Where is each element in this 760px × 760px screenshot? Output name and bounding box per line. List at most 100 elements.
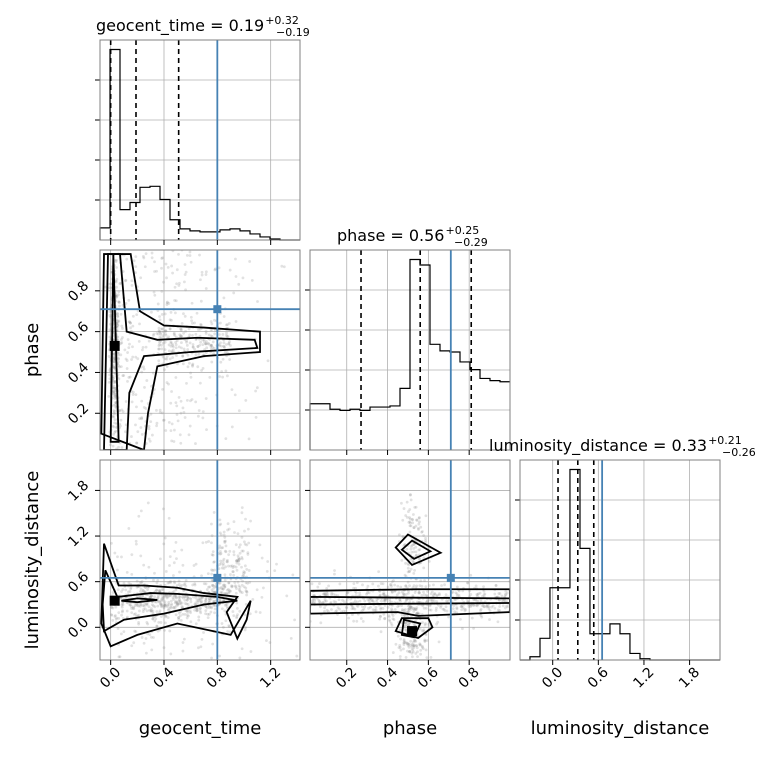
sample-point bbox=[455, 606, 459, 610]
sample-point bbox=[140, 399, 144, 403]
sample-point bbox=[459, 605, 463, 608]
sample-point bbox=[363, 605, 367, 609]
sample-point bbox=[111, 444, 115, 448]
sample-point bbox=[213, 600, 216, 603]
sample-point bbox=[246, 581, 250, 585]
sample-point bbox=[424, 585, 428, 589]
title-phase: phase = 0.56+0.25 bbox=[337, 224, 479, 245]
sample-point bbox=[191, 362, 195, 366]
sample-point bbox=[222, 345, 226, 349]
sample-point bbox=[163, 348, 167, 351]
sample-point bbox=[115, 335, 119, 339]
sample-point bbox=[333, 569, 336, 572]
axis-labels: geocent_time phase luminosity_distance p… bbox=[22, 323, 709, 739]
sample-point bbox=[128, 590, 132, 593]
sample-point bbox=[121, 327, 124, 330]
sample-point bbox=[116, 323, 120, 327]
sample-point bbox=[240, 591, 244, 594]
sample-point bbox=[186, 602, 190, 606]
sample-point bbox=[164, 262, 168, 266]
sample-point bbox=[402, 638, 406, 641]
sample-point bbox=[180, 583, 184, 587]
sample-point bbox=[121, 603, 125, 607]
sample-point bbox=[335, 609, 339, 613]
y-tick-label-phase-2: 0.6 bbox=[65, 319, 92, 346]
sample-point bbox=[112, 352, 116, 356]
sample-point bbox=[186, 353, 190, 357]
sample-point bbox=[140, 370, 144, 374]
y-tick-label-luminosity_distance-2: 1.2 bbox=[65, 523, 92, 550]
sample-point bbox=[191, 364, 194, 368]
sample-point bbox=[433, 592, 436, 596]
title-phase-minus: −0.29 bbox=[454, 236, 488, 249]
sample-point bbox=[235, 561, 239, 565]
x-tick-label-luminosity_distance-0: 0.0 bbox=[539, 664, 566, 691]
sample-point bbox=[146, 501, 150, 505]
sample-point bbox=[117, 364, 121, 367]
sample-point bbox=[180, 548, 184, 552]
sample-point bbox=[461, 627, 464, 631]
sample-point bbox=[378, 617, 382, 621]
sample-point bbox=[255, 588, 259, 592]
sample-point bbox=[192, 564, 196, 567]
sample-point bbox=[164, 594, 168, 598]
sample-point bbox=[204, 599, 208, 602]
sample-point bbox=[167, 602, 171, 606]
sample-point bbox=[240, 557, 244, 561]
sample-point bbox=[316, 585, 320, 589]
sample-point bbox=[248, 260, 252, 263]
sample-point bbox=[406, 644, 410, 647]
sample-point bbox=[354, 586, 357, 590]
sample-point bbox=[487, 607, 491, 611]
sample-point bbox=[403, 624, 407, 628]
sample-point bbox=[412, 560, 415, 564]
sample-point bbox=[221, 563, 225, 567]
sample-point bbox=[135, 603, 139, 607]
sample-point bbox=[414, 665, 417, 668]
sample-point bbox=[120, 324, 124, 328]
sample-point bbox=[249, 519, 252, 523]
sample-point bbox=[218, 654, 221, 658]
sample-point bbox=[134, 423, 137, 427]
sample-point bbox=[134, 265, 138, 269]
sample-point bbox=[227, 341, 231, 345]
sample-point bbox=[141, 345, 145, 349]
sample-point bbox=[209, 347, 213, 351]
histogram-frame-luminosity_distance bbox=[519, 459, 721, 661]
sample-point bbox=[121, 336, 124, 339]
sample-point bbox=[108, 335, 112, 339]
sample-point bbox=[204, 397, 208, 400]
sample-point bbox=[497, 598, 501, 602]
sample-point bbox=[122, 630, 126, 633]
sample-point bbox=[365, 592, 368, 596]
y-tick-label-phase-0: 0.2 bbox=[65, 400, 92, 427]
sample-point bbox=[356, 600, 360, 604]
sample-point bbox=[225, 350, 229, 354]
sample-point bbox=[408, 517, 412, 521]
sample-point bbox=[408, 493, 412, 497]
sample-point bbox=[199, 323, 203, 326]
sample-point bbox=[153, 619, 157, 623]
sample-point bbox=[225, 335, 229, 339]
sample-point bbox=[383, 617, 387, 621]
sample-point bbox=[148, 608, 151, 612]
sample-point bbox=[443, 583, 446, 587]
sample-point bbox=[161, 588, 165, 591]
sample-point bbox=[483, 605, 486, 609]
sample-point bbox=[400, 590, 404, 594]
sample-point bbox=[160, 588, 164, 592]
x-tick-label-geocent_time-2: 0.8 bbox=[204, 664, 231, 691]
sample-point bbox=[133, 604, 137, 608]
sample-point bbox=[112, 381, 116, 385]
sample-point bbox=[392, 579, 395, 583]
sample-point bbox=[117, 611, 121, 615]
sample-point bbox=[401, 677, 404, 680]
sample-point bbox=[494, 583, 498, 587]
sample-point bbox=[114, 451, 117, 454]
sample-point bbox=[505, 591, 509, 595]
sample-point bbox=[127, 376, 131, 379]
sample-point bbox=[235, 559, 238, 563]
sample-point bbox=[390, 584, 393, 588]
sample-point bbox=[120, 338, 123, 341]
sample-point bbox=[112, 360, 116, 364]
